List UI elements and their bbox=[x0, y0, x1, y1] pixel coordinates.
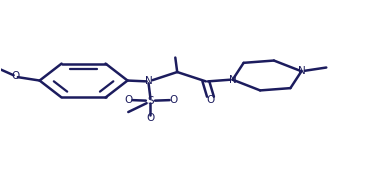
Text: O: O bbox=[170, 95, 178, 105]
Text: N: N bbox=[298, 66, 305, 76]
Text: S: S bbox=[147, 96, 154, 106]
Text: O: O bbox=[12, 71, 20, 81]
Text: N: N bbox=[145, 76, 152, 86]
Text: N: N bbox=[229, 75, 236, 85]
Text: O: O bbox=[206, 95, 214, 105]
Text: O: O bbox=[124, 95, 132, 105]
Text: O: O bbox=[146, 113, 155, 123]
